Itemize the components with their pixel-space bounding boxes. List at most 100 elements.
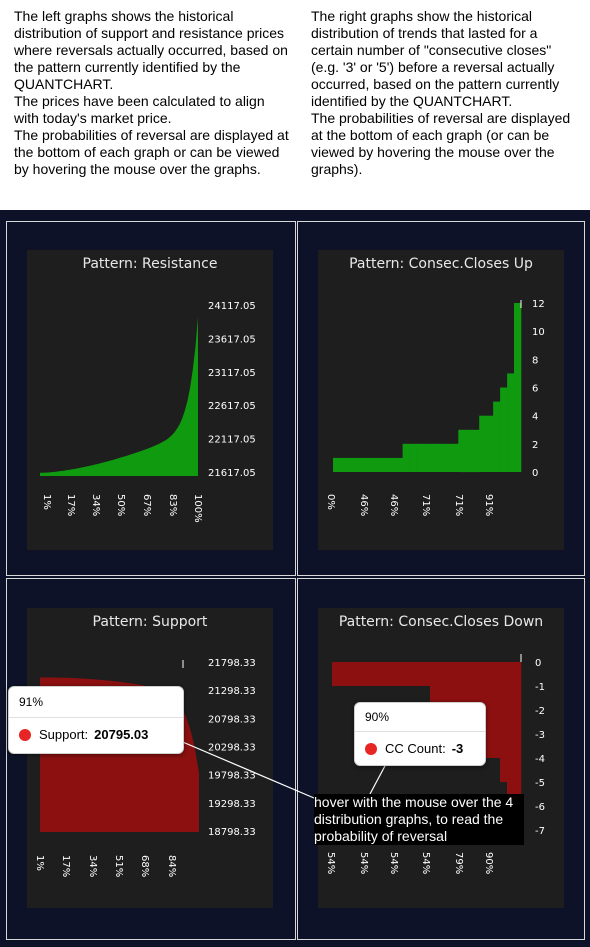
closes-down-bar: [339, 662, 347, 686]
y-tick-label: -4: [535, 754, 545, 765]
series-dot-icon: [365, 742, 377, 755]
x-tick-label: 46%: [358, 494, 369, 516]
y-tick-label: -1: [535, 682, 545, 693]
closes-up-bar: [437, 443, 445, 472]
intro-left-paragraph: The probabilities of reversal are displa…: [14, 127, 289, 177]
closes-up-chart[interactable]: Pattern: Consec.Closes Up 12 10 8 6 4 2 0 0% 46%…: [318, 250, 564, 550]
resistance-chart[interactable]: Pattern: Resistance 24117.05 23617.05 2311…: [27, 250, 273, 550]
closes-down-bar: [500, 662, 508, 782]
hover-instruction-note: hover with the mouse over the 4 distribu…: [314, 794, 524, 845]
support-cell: [6, 578, 296, 940]
closes-down-bar: [430, 662, 438, 710]
y-tick-label: -2: [535, 706, 545, 717]
closes-up-bar: [409, 443, 417, 472]
closes-up-bar: [340, 457, 348, 472]
chart-title: Pattern: Consec.Closes Up: [349, 256, 533, 272]
x-tick-label: 91%: [483, 494, 494, 516]
resistance-bars: [40, 317, 198, 476]
y-tick-label: 21798.33: [208, 658, 256, 669]
tooltip-probability: 91%: [9, 687, 183, 718]
closes-down-bar: [465, 662, 473, 734]
x-tick-label: 34%: [90, 494, 101, 516]
x-tick-label: 17%: [65, 494, 76, 516]
chart-title: Pattern: Consec.Closes Down: [338, 614, 544, 630]
closes-down-bar: [444, 662, 452, 710]
closes-down-bar: [472, 662, 480, 734]
closes-up-bar: [465, 429, 473, 473]
closes-up-bar: [507, 373, 515, 472]
closes-down-bar: [367, 662, 375, 686]
x-tick-label: 1%: [34, 855, 45, 871]
closes-down-cell: [297, 578, 585, 940]
y-tick-label: 18798.33: [208, 827, 256, 838]
support-tooltip: 91% Support: 20795.03: [8, 686, 184, 754]
closes-up-cell: [297, 221, 585, 576]
x-tick-label: 83%: [167, 494, 178, 516]
x-tick-label: 71%: [420, 494, 431, 516]
closes-up-bar: [360, 457, 369, 472]
y-tick-label: 20298.33: [208, 743, 256, 754]
closes-up-bar: [416, 443, 424, 472]
resistance-plot: 24117.05 23617.05 23117.05 22617.05 22117.05…: [40, 301, 256, 523]
y-tick-label: 10: [532, 327, 545, 338]
closes-down-bar: [374, 662, 382, 686]
y-tick-label: 22617.05: [208, 401, 256, 412]
closes-down-bar: [353, 662, 361, 686]
closes-down-bar: [402, 662, 410, 686]
closes-up-bar: [402, 443, 410, 472]
intro-right-text: The right graphs show the historical dis…: [311, 8, 581, 178]
closes-up-bar: [423, 443, 431, 472]
x-tick-label: 71%: [453, 494, 464, 516]
y-tick-label: 22117.05: [208, 435, 256, 446]
tooltip-probability: 90%: [355, 703, 485, 732]
x-tick-label: 68%: [139, 855, 150, 877]
y-tick-label: 24117.05: [208, 301, 256, 312]
chart-title: Pattern: Support: [92, 614, 208, 630]
closes-up-bar: [444, 443, 452, 472]
y-tick-label: 12: [532, 299, 545, 310]
closes-up-bar: [493, 401, 501, 472]
y-tick-label: 19798.33: [208, 771, 256, 782]
x-tick-label: 0%: [325, 494, 336, 510]
resistance-cell: [6, 221, 296, 576]
closes-up-bar: [479, 415, 487, 472]
closes-up-bar: [486, 415, 494, 472]
x-tick-label: 54%: [420, 852, 431, 874]
x-tick-label: 34%: [87, 855, 98, 877]
closes-up-plot: 12 10 8 6 4 2 0 0% 46% 46% 71% 71% 91%: [325, 299, 545, 516]
closes-up-bar: [451, 443, 459, 472]
closes-down-bar: [388, 662, 396, 686]
x-tick-label: 54%: [358, 852, 369, 874]
closes-down-bar: [493, 662, 501, 758]
closes-up-bar: [500, 387, 508, 472]
x-tick-label: 90%: [483, 852, 494, 874]
x-tick-label: 67%: [141, 494, 152, 516]
intro-right-paragraph: The right graphs show the historical dis…: [311, 8, 560, 109]
x-tick-label: 100%: [192, 494, 203, 523]
closes-up-bar: [381, 457, 389, 472]
y-tick-label: 0: [535, 658, 541, 669]
x-tick-label: 79%: [453, 852, 464, 874]
closes-down-bar: [416, 662, 424, 686]
closes-up-bar: [395, 457, 403, 472]
closes-up-bar: [346, 457, 355, 472]
closes-down-bar: [514, 662, 522, 830]
intro-left-paragraph: The left graphs shows the historical dis…: [14, 8, 288, 92]
intro-left-text: The left graphs shows the historical dis…: [14, 8, 289, 178]
closes-down-bar: [479, 662, 487, 734]
x-tick-label: 54%: [388, 852, 399, 874]
x-tick-label: 84%: [166, 855, 177, 877]
y-tick-label: -3: [535, 730, 545, 741]
x-tick-label: 54%: [325, 852, 336, 874]
closes-down-bar: [437, 662, 445, 710]
closes-down-bar: [409, 662, 417, 686]
y-tick-label: 20798.33: [208, 714, 256, 725]
y-tick-label: 0: [532, 468, 538, 479]
closes-up-bar: [430, 443, 438, 472]
closes-down-bar: [423, 662, 431, 686]
closes-up-bar: [458, 429, 466, 473]
x-tick-label: 50%: [115, 494, 126, 516]
x-tick-label: 46%: [388, 494, 399, 516]
y-tick-label: 23117.05: [208, 368, 256, 379]
support-chart[interactable]: Pattern: Support 21798.33 21298.33 20798.3…: [27, 608, 273, 908]
